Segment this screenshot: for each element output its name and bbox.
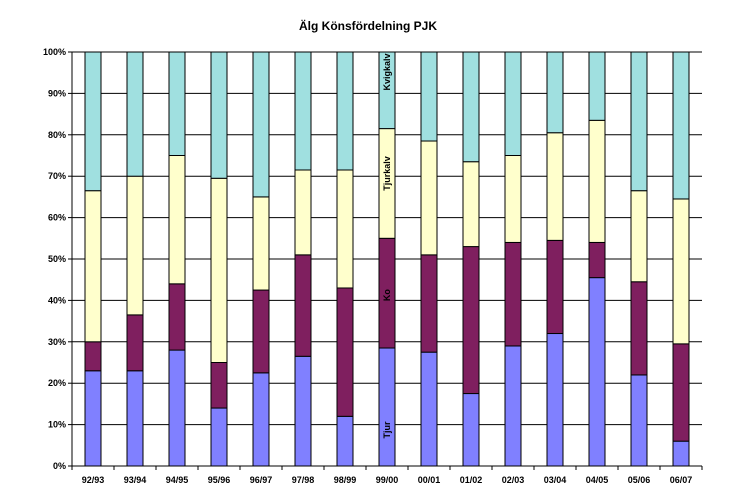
y-tick-label: 50% xyxy=(48,254,66,264)
bar-segment-kvigkalv xyxy=(546,51,564,134)
bar-segment-tjurkalv xyxy=(504,155,522,243)
bar-segment-tjurkalv xyxy=(672,198,690,345)
y-tick-label: 80% xyxy=(48,130,66,140)
bar-segment-tjurkalv xyxy=(546,132,564,241)
bar-segment-tjurkalv xyxy=(210,177,228,363)
x-tick-label: 05/06 xyxy=(628,475,651,485)
bar-segment-tjur xyxy=(126,370,144,467)
bar-segment-tjurkalv xyxy=(84,190,102,343)
bar-segment-ko xyxy=(672,343,690,442)
y-tick-label: 10% xyxy=(48,420,66,430)
x-tick-label: 98/99 xyxy=(334,475,357,485)
segment-label-ko: Ko xyxy=(382,289,392,301)
x-tick-label: 06/07 xyxy=(670,475,693,485)
y-tick-label: 0% xyxy=(53,461,66,471)
bar-segment-ko xyxy=(588,241,606,279)
y-tick-label: 60% xyxy=(48,213,66,223)
y-tick-label: 100% xyxy=(43,47,66,57)
bar-segment-tjurkalv xyxy=(168,155,186,285)
bar-segment-tjur xyxy=(672,440,690,467)
x-tick-label: 02/03 xyxy=(502,475,525,485)
bar-segment-ko xyxy=(252,289,270,374)
segment-labels: Tjur Ko Tjurkalv Kvigkalv xyxy=(382,53,392,438)
bar-segment-tjur xyxy=(336,415,354,467)
chart-title: Älg Könsfördelning PJK xyxy=(299,18,437,33)
y-tick-label: 20% xyxy=(48,378,66,388)
bar-segment-kvigkalv xyxy=(630,51,648,192)
segment-label-tjurkalv: Tjurkalv xyxy=(382,156,392,191)
x-tick-label: 92/93 xyxy=(82,475,105,485)
bar-segment-tjur xyxy=(168,349,186,467)
x-tick-label: 94/95 xyxy=(166,475,189,485)
x-tick-label: 95/96 xyxy=(208,475,231,485)
x-tick-label: 01/02 xyxy=(460,475,483,485)
bar-segment-ko xyxy=(210,362,228,409)
bar-segment-tjur xyxy=(630,374,648,467)
bar-segment-tjurkalv xyxy=(336,169,354,289)
bar-segment-ko xyxy=(504,241,522,347)
x-tick-label: 97/98 xyxy=(292,475,315,485)
bar-segment-ko xyxy=(546,239,564,335)
bar-segment-tjurkalv xyxy=(630,190,648,283)
bar-segment-ko xyxy=(336,287,354,417)
x-tick-label: 00/01 xyxy=(418,475,441,485)
bar-segment-tjurkalv xyxy=(462,161,480,248)
bar-segment-kvigkalv xyxy=(672,51,690,200)
axes: 0% 10% 20% 30% 40% 50% 60% 70% 80% 90% 100% 92/93 93… xyxy=(43,47,703,485)
bar-segment-ko xyxy=(294,254,312,357)
bar-segment-tjurkalv xyxy=(294,169,312,256)
bar-segment-ko xyxy=(462,246,480,395)
bar-segment-tjurkalv xyxy=(126,175,144,316)
segment-label-tjur: Tjur xyxy=(382,421,392,438)
bar-segment-tjur xyxy=(504,345,522,467)
y-tick-label: 70% xyxy=(48,171,66,181)
bar-segment-kvigkalv xyxy=(378,51,396,130)
bar-segment-ko xyxy=(84,341,102,372)
bar-segment-kvigkalv xyxy=(84,51,102,192)
bar-segment-kvigkalv xyxy=(462,51,480,163)
bar-segment-kvigkalv xyxy=(252,51,270,198)
x-tick-label: 03/04 xyxy=(544,475,567,485)
bar-segment-tjur xyxy=(462,393,480,467)
bar-segment-tjurkalv xyxy=(252,196,270,291)
bars xyxy=(84,51,690,467)
bar-segment-tjur xyxy=(588,277,606,467)
bar-segment-kvigkalv xyxy=(336,51,354,171)
x-tick-label: 96/97 xyxy=(250,475,273,485)
segment-label-kvigkalv: Kvigkalv xyxy=(382,53,392,90)
bar-segment-ko xyxy=(168,283,186,351)
bar-segment-tjur xyxy=(210,407,228,467)
x-tick-label: 04/05 xyxy=(586,475,609,485)
x-tick-label: 93/94 xyxy=(124,475,147,485)
bar-segment-tjur xyxy=(546,333,564,467)
bar-segment-kvigkalv xyxy=(294,51,312,171)
bar-segment-kvigkalv xyxy=(126,51,144,177)
bar-segment-tjur xyxy=(294,355,312,467)
bar-segment-ko xyxy=(420,254,438,353)
bar-segment-tjur xyxy=(420,351,438,467)
bar-segment-tjur xyxy=(84,370,102,467)
x-tick-label: 99/00 xyxy=(376,475,399,485)
bar-segment-tjur xyxy=(252,372,270,467)
bar-segment-ko xyxy=(126,314,144,372)
bar-segment-ko xyxy=(630,281,648,376)
y-tick-label: 30% xyxy=(48,337,66,347)
bar-segment-kvigkalv xyxy=(210,51,228,179)
bar-segment-kvigkalv xyxy=(504,51,522,156)
bar-segment-tjurkalv xyxy=(588,119,606,243)
bar-segment-tjur xyxy=(378,347,396,467)
y-tick-label: 40% xyxy=(48,295,66,305)
bar-segment-kvigkalv xyxy=(420,51,438,142)
bar-segment-tjurkalv xyxy=(420,140,438,256)
bar-segment-kvigkalv xyxy=(588,51,606,121)
bar-segment-kvigkalv xyxy=(168,51,186,156)
y-tick-label: 90% xyxy=(48,88,66,98)
